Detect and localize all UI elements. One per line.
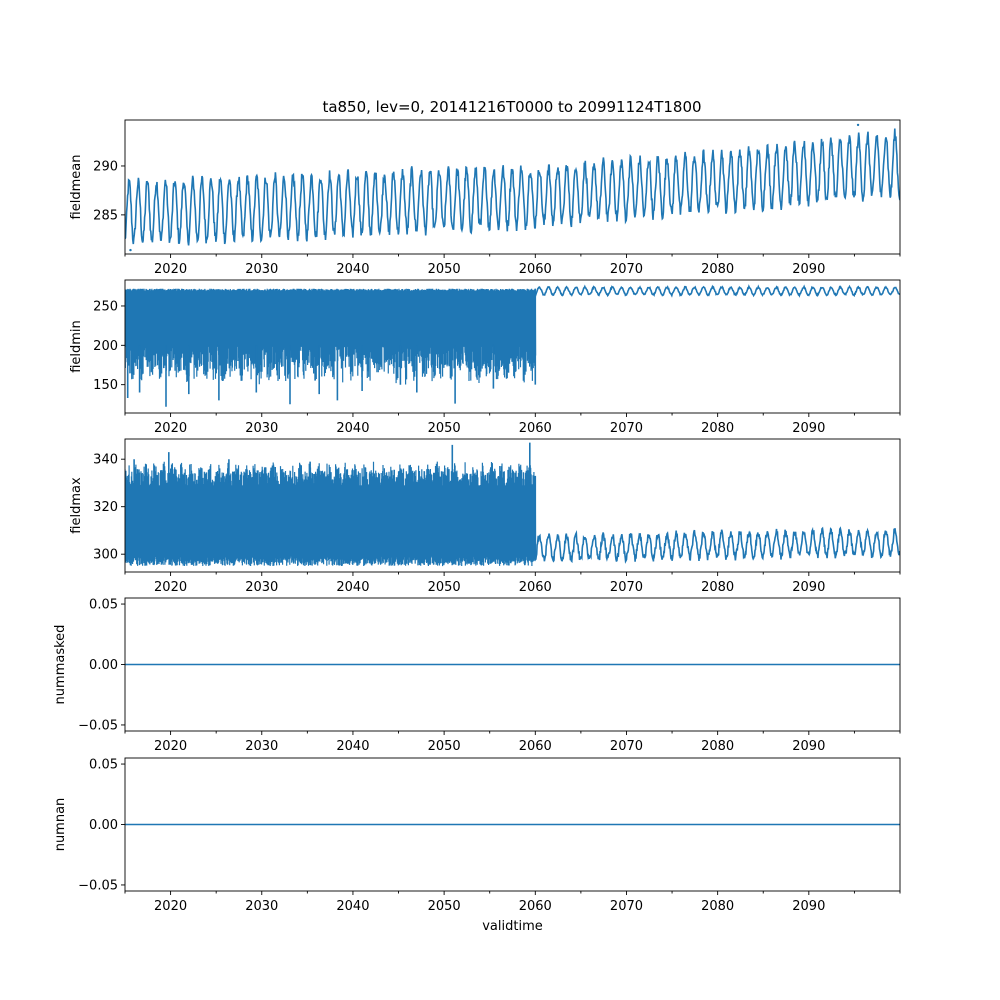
panel-fieldmax: 2020 2030 2040 2050 2060 2070 2080 2090 300 320 34… bbox=[69, 438, 901, 595]
nummasked-x-tick-label: 2020 bbox=[154, 739, 187, 754]
fieldmax-spikes bbox=[133, 442, 531, 483]
x-axis-label: validtime bbox=[482, 919, 543, 934]
fieldmean-series-line bbox=[125, 128, 900, 246]
fieldmean-plot-area bbox=[125, 123, 900, 252]
numnan-x-tick-label: 2090 bbox=[792, 899, 825, 914]
numnan-x-tick-label: 2030 bbox=[245, 899, 278, 914]
panel-numnan: 2020 2030 2040 2050 2060 2070 2080 2090 −0.05 0.0… bbox=[53, 758, 901, 934]
nummasked-x-tick-label: 2050 bbox=[428, 739, 461, 754]
fieldmax-noisy-series bbox=[125, 461, 537, 567]
fieldmax-x-tick-label: 2050 bbox=[428, 580, 461, 595]
fieldmean-y-tick-label: 290 bbox=[93, 159, 118, 174]
fieldmean-extreme-point-1 bbox=[856, 123, 860, 127]
nummasked-y-tick-label: 0.05 bbox=[89, 598, 118, 613]
nummasked-x-tick-label: 2070 bbox=[610, 739, 643, 754]
fieldmin-x-tick-label: 2070 bbox=[610, 421, 643, 436]
fieldmin-seasonal-series bbox=[534, 284, 900, 298]
fieldmean-x-tick-label: 2040 bbox=[336, 262, 369, 277]
panel-fieldmean: 2020 2030 2040 2050 2060 2070 2080 2090 285 290 fi… bbox=[69, 119, 901, 277]
fieldmax-x-tick-label: 2060 bbox=[519, 580, 552, 595]
fieldmean-x-tick-label: 2080 bbox=[701, 262, 734, 277]
nummasked-x-tick-label: 2040 bbox=[336, 739, 369, 754]
fieldmin-x-tick-label: 2020 bbox=[154, 421, 187, 436]
numnan-x-tick-label: 2080 bbox=[701, 899, 734, 914]
fieldmin-y-tick-label: 200 bbox=[93, 339, 118, 354]
nummasked-y-tick-label: −0.05 bbox=[78, 718, 118, 733]
fieldmax-x-tick-label: 2080 bbox=[701, 580, 734, 595]
fieldmean-x-tick-label: 2020 bbox=[154, 262, 187, 277]
nummasked-y-tick-label: 0.00 bbox=[89, 658, 118, 673]
fieldmean-x-tick-label: 2030 bbox=[245, 262, 278, 277]
fieldmin-x-tick-label: 2060 bbox=[519, 421, 552, 436]
numnan-y-tick-label: −0.05 bbox=[78, 878, 118, 893]
numnan-x-tick-label: 2070 bbox=[610, 899, 643, 914]
numnan-y-tick-label: 0.00 bbox=[89, 818, 118, 833]
fieldmin-y-axis-label: fieldmin bbox=[69, 320, 84, 373]
fieldmin-x-tick-label: 2080 bbox=[701, 421, 734, 436]
fieldmean-x-tick-label: 2090 bbox=[792, 262, 825, 277]
nummasked-x-tick-label: 2080 bbox=[701, 739, 734, 754]
fieldmax-x-tick-label: 2070 bbox=[610, 580, 643, 595]
fieldmax-seasonal-series bbox=[534, 526, 900, 564]
panel-fieldmin: 2020 2030 2040 2050 2060 2070 2080 2090 150 200 25… bbox=[69, 279, 901, 436]
fieldmin-y-tick-label: 250 bbox=[93, 299, 118, 314]
nummasked-x-tick-label: 2060 bbox=[519, 739, 552, 754]
numnan-x-tick-label: 2040 bbox=[336, 899, 369, 914]
fieldmean-axes-frame bbox=[124, 119, 901, 255]
fieldmax-x-tick-label: 2090 bbox=[792, 580, 825, 595]
nummasked-y-axis-label: nummasked bbox=[53, 625, 68, 705]
fieldmean-y-tick-label: 285 bbox=[93, 208, 118, 223]
fieldmin-y-tick-label: 150 bbox=[93, 378, 118, 393]
fieldmean-extreme-point-0 bbox=[129, 248, 132, 252]
fieldmin-axes-frame bbox=[124, 279, 901, 414]
fieldmax-x-tick-label: 2030 bbox=[245, 580, 278, 595]
fieldmin-plot-area bbox=[125, 284, 900, 407]
numnan-x-tick-label: 2050 bbox=[428, 899, 461, 914]
numnan-y-axis-label: numnan bbox=[53, 798, 68, 852]
numnan-x-tick-label: 2020 bbox=[154, 899, 187, 914]
fieldmax-y-tick-label: 320 bbox=[93, 500, 118, 515]
numnan-y-tick-label: 0.05 bbox=[89, 758, 118, 773]
fieldmin-x-tick-label: 2050 bbox=[428, 421, 461, 436]
fieldmax-x-tick-label: 2040 bbox=[336, 580, 369, 595]
fieldmax-axes-frame bbox=[124, 438, 901, 573]
nummasked-x-tick-label: 2030 bbox=[245, 739, 278, 754]
fieldmax-x-tick-label: 2020 bbox=[154, 580, 187, 595]
fieldmax-y-axis-label: fieldmax bbox=[69, 477, 84, 534]
chart-title: ta850, lev=0, 20141216T0000 to 20991124T… bbox=[322, 98, 701, 116]
fieldmax-y-tick-label: 300 bbox=[93, 548, 118, 563]
fieldmin-x-tick-label: 2040 bbox=[336, 421, 369, 436]
fieldmin-x-tick-label: 2090 bbox=[792, 421, 825, 436]
panel-nummasked: 2020 2030 2040 2050 2060 2070 2080 2090 −0.05 0.0… bbox=[53, 598, 901, 754]
fieldmean-x-tick-label: 2060 bbox=[519, 262, 552, 277]
nummasked-x-tick-label: 2090 bbox=[792, 739, 825, 754]
fieldmean-x-tick-label: 2070 bbox=[610, 262, 643, 277]
fieldmin-noisy-series bbox=[125, 288, 537, 385]
numnan-x-tick-label: 2060 bbox=[519, 899, 552, 914]
fieldmax-plot-area bbox=[125, 442, 900, 567]
fieldmean-x-tick-label: 2050 bbox=[428, 262, 461, 277]
fieldmax-y-tick-label: 340 bbox=[93, 453, 118, 468]
fieldmean-y-axis-label: fieldmean bbox=[69, 155, 84, 220]
fieldmin-deep-minima bbox=[126, 345, 495, 407]
fieldmin-x-tick-label: 2030 bbox=[245, 421, 278, 436]
